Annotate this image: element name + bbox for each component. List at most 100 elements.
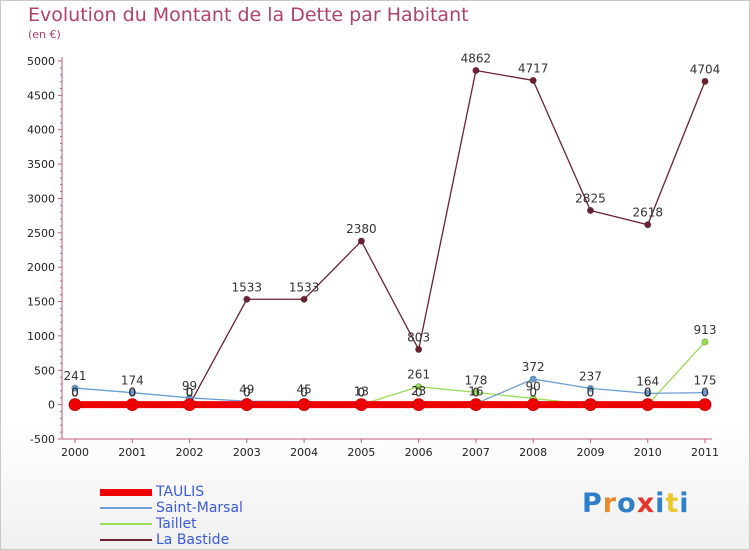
data-point [472, 66, 480, 75]
data-point [472, 388, 480, 397]
data-label: 23 [411, 384, 426, 398]
data-point [415, 383, 423, 391]
data-label: 0 [186, 386, 194, 400]
data-label: 4717 [518, 61, 549, 75]
legend-swatch [100, 488, 152, 496]
data-label: 2825 [575, 191, 606, 205]
data-point [415, 345, 423, 354]
logo-letter: r [602, 488, 618, 519]
x-tick-label: 2004 [290, 446, 318, 459]
data-label: 90 [526, 379, 541, 393]
y-tick-label: 1000 [27, 330, 55, 343]
legend-item-la bastide: La Bastide [100, 532, 300, 548]
data-point [526, 398, 540, 412]
data-label: 0 [71, 386, 79, 400]
data-point [125, 398, 139, 412]
data-label: 2618 [632, 206, 663, 220]
x-tick-label: 2003 [233, 446, 261, 459]
data-point [469, 398, 483, 412]
y-tick-label: 5000 [27, 55, 55, 68]
y-tick-label: -500 [30, 433, 55, 446]
y-tick-label: 0 [48, 399, 55, 412]
data-label: 0 [243, 386, 251, 400]
data-label: 261 [407, 368, 430, 382]
data-point [183, 398, 196, 412]
chart-subtitle: (en €) [28, 28, 61, 41]
data-label: 0 [701, 386, 709, 400]
data-point [243, 295, 251, 303]
legend-label: La Bastide [156, 532, 230, 548]
logo-letter: o [617, 488, 637, 519]
x-tick-label: 2008 [519, 446, 547, 459]
data-label: 49 [239, 382, 254, 396]
legend-swatch [100, 507, 152, 509]
data-label: 0 [243, 386, 251, 400]
chart-legend: TAULIS Saint-Marsal Taillet La Bastide [100, 484, 300, 548]
data-label: 241 [64, 369, 87, 383]
x-tick-label: 2005 [347, 446, 375, 459]
data-label: 0 [71, 386, 79, 400]
data-label: 164 [636, 374, 659, 388]
data-label: 1533 [289, 280, 320, 294]
data-point [128, 389, 136, 397]
data-label: 0 [358, 386, 366, 400]
data-label: 0 [644, 386, 652, 400]
data-label: 0 [358, 386, 366, 400]
data-point [297, 398, 311, 412]
x-tick-label: 2010 [634, 446, 662, 459]
data-label: 0 [587, 386, 595, 400]
data-point [357, 237, 365, 245]
data-point [529, 76, 537, 85]
data-label: 913 [694, 323, 717, 337]
data-point [644, 221, 652, 229]
y-tick-label: 4000 [27, 124, 55, 137]
data-label: 0 [300, 386, 308, 400]
series-line-saint-marsal [74, 378, 706, 405]
legend-item-taillet: Taillet [100, 516, 300, 532]
x-tick-label: 2011 [691, 446, 719, 459]
logo-letter: P [582, 488, 603, 519]
data-label: 0 [472, 386, 480, 400]
data-label: 0 [128, 386, 136, 400]
x-tick-label: 2007 [462, 446, 490, 459]
legend-item-saint-marsal: Saint-Marsal [100, 500, 300, 516]
data-label: 45 [296, 383, 311, 397]
data-point [584, 398, 597, 412]
x-tick-label: 2002 [176, 446, 204, 459]
data-label: 4704 [690, 62, 721, 76]
data-point [698, 398, 712, 412]
legend-label: TAULIS [156, 484, 205, 500]
data-label: 0 [587, 386, 595, 400]
data-label: 803 [407, 330, 430, 344]
data-point [586, 384, 595, 392]
data-point [641, 398, 655, 412]
logo-letter: i [655, 488, 666, 519]
data-label: 0 [128, 386, 136, 400]
data-label: 99 [182, 379, 197, 393]
y-tick-label: 3500 [27, 158, 55, 171]
data-point [529, 375, 537, 383]
data-point [701, 77, 709, 85]
series-line-la bastide [74, 69, 706, 406]
data-label: 13 [354, 385, 369, 399]
data-label: 0 [71, 386, 79, 400]
data-label: 0 [529, 386, 537, 400]
data-label: 4862 [461, 51, 492, 65]
y-tick-label: 2000 [27, 261, 55, 274]
y-tick-label: 1500 [27, 296, 55, 309]
x-tick-label: 2006 [405, 446, 433, 459]
logo-letter: x [636, 488, 656, 519]
data-label: 237 [579, 369, 602, 383]
data-label: 0 [300, 386, 308, 400]
logo-letter: i [679, 488, 690, 519]
x-tick-label: 2009 [576, 446, 604, 459]
legend-label: Saint-Marsal [156, 500, 243, 516]
data-label: 2380 [346, 222, 377, 236]
data-point [701, 389, 709, 397]
data-label: 0 [128, 386, 136, 400]
data-label: 0 [186, 386, 194, 400]
data-label: 178 [464, 373, 487, 387]
legend-label: Taillet [156, 516, 197, 532]
